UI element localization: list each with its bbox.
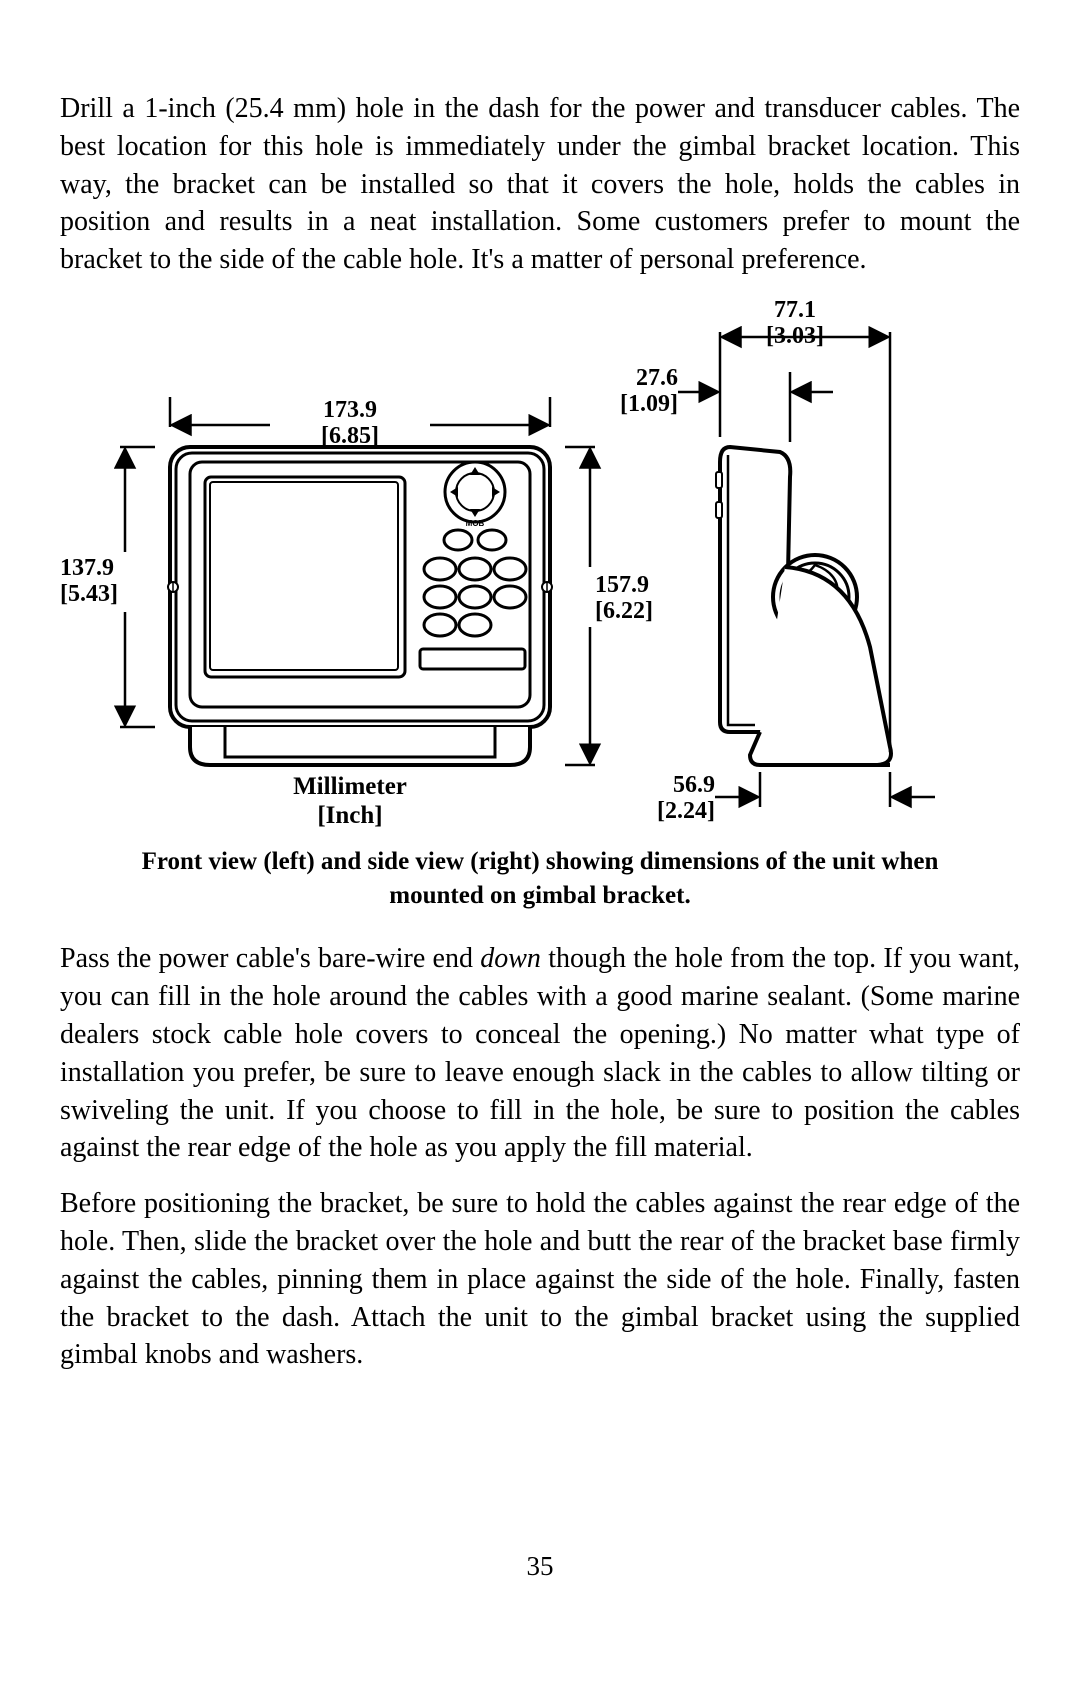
dim-overall-h: 157.9 [6.22] xyxy=(595,572,685,625)
document-page: Drill a 1-inch (25.4 mm) hole in the das… xyxy=(0,0,1080,1682)
dim-depth: 77.1 [3.03] xyxy=(750,297,840,350)
dim-base-d-mm: 56.9 xyxy=(673,772,715,798)
dim-height: 137.9 [5.43] xyxy=(60,555,150,608)
side-view xyxy=(716,447,891,765)
paragraph-3: Before positioning the bracket, be sure … xyxy=(60,1185,1020,1374)
paragraph-2: Pass the power cable's bare-wire end dow… xyxy=(60,940,1020,1167)
unit-label-in: [Inch] xyxy=(317,802,382,829)
svg-text:MOB: MOB xyxy=(466,519,485,528)
dim-face-d-mm: 27.6 xyxy=(636,365,678,391)
p2-post: though the hole from the top. If you wan… xyxy=(60,943,1020,1163)
p2-em: down xyxy=(480,943,541,974)
figure-svg: MOB xyxy=(60,297,1020,837)
p2-pre: Pass the power cable's bare-wire end xyxy=(60,943,480,974)
figure-caption: Front view (left) and side view (right) … xyxy=(100,845,980,913)
dim-height-mm: 137.9 xyxy=(60,555,114,581)
dimensions-figure: MOB xyxy=(60,297,1020,837)
dim-depth-mm: 77.1 xyxy=(774,297,816,323)
dim-face-d: 27.6 [1.09] xyxy=(588,365,678,418)
dim-depth-in: [3.03] xyxy=(766,323,824,349)
dim-face-d-in: [1.09] xyxy=(620,391,678,417)
dim-width: 173.9 [6.85] xyxy=(275,397,425,450)
dim-height-in: [5.43] xyxy=(60,581,118,607)
front-view: MOB xyxy=(168,447,552,765)
dim-width-in: [6.85] xyxy=(321,423,379,449)
dim-base-d: 56.9 [2.24] xyxy=(625,772,715,825)
unit-label-mm: Millimeter xyxy=(293,773,407,800)
dim-width-mm: 173.9 xyxy=(323,397,377,423)
dim-overall-h-mm: 157.9 xyxy=(595,572,649,598)
unit-label: Millimeter [Inch] xyxy=(270,773,430,831)
dim-base-d-in: [2.24] xyxy=(657,798,715,824)
paragraph-1: Drill a 1-inch (25.4 mm) hole in the das… xyxy=(60,90,1020,279)
page-number: 35 xyxy=(0,1551,1080,1582)
dim-overall-h-in: [6.22] xyxy=(595,598,653,624)
